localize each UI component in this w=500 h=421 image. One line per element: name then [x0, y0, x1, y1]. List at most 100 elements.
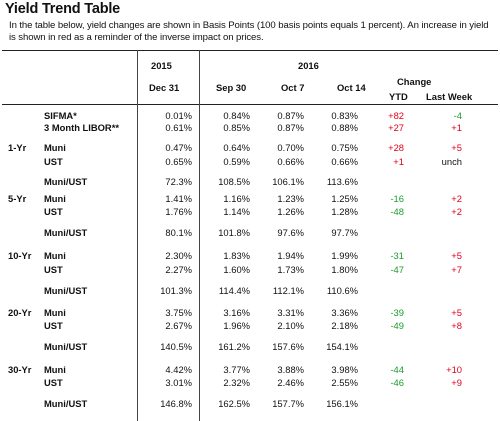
cell-sep30: 1.96%	[223, 320, 250, 331]
cell-sep30: 1.60%	[223, 264, 250, 275]
row-group-label: 5-Yr	[8, 193, 27, 204]
cell-last-week-change: +8	[451, 320, 462, 331]
cell-oct7: 157.6%	[272, 341, 304, 352]
cell-last-week-change: +5	[451, 142, 462, 153]
cell-dec31: 140.5%	[160, 341, 192, 352]
cell-dec31: 2.67%	[165, 320, 192, 331]
row-label: UST	[44, 377, 63, 388]
row-label: UST	[44, 320, 63, 331]
row-label: UST	[44, 264, 63, 275]
cell-oct14: 3.98%	[331, 364, 358, 375]
row-label: Muni	[44, 193, 66, 204]
cell-oct14: 0.66%	[331, 156, 358, 167]
cell-sep30: 162.5%	[218, 398, 250, 409]
cell-sep30: 108.5%	[218, 176, 250, 187]
cell-oct7: 3.88%	[277, 364, 304, 375]
header-top-rule	[2, 50, 498, 51]
cell-last-week-change: +5	[451, 307, 462, 318]
cell-ytd-change: +82	[388, 110, 404, 121]
row-label: SIFMA*	[44, 110, 77, 121]
header-bottom-rule	[2, 104, 498, 105]
cell-dec31: 2.30%	[165, 250, 192, 261]
cell-oct14: 110.6%	[326, 285, 358, 296]
cell-oct7: 1.26%	[277, 206, 304, 217]
cell-ytd-change: -47	[390, 264, 404, 275]
cell-oct7: 1.94%	[277, 250, 304, 261]
column-divider-left	[137, 50, 138, 421]
page-title: Yield Trend Table	[5, 1, 121, 17]
cell-oct14: 2.55%	[331, 377, 358, 388]
cell-sep30: 161.2%	[218, 341, 250, 352]
header-sep30: Sep 30	[216, 82, 247, 93]
cell-dec31: 101.3%	[160, 285, 192, 296]
cell-last-week-change: +1	[451, 122, 462, 133]
cell-oct14: 0.75%	[331, 142, 358, 153]
cell-sep30: 3.77%	[223, 364, 250, 375]
row-group-label: 20-Yr	[8, 307, 32, 318]
cell-ytd-change: -48	[390, 206, 404, 217]
cell-ytd-change: -31	[390, 250, 404, 261]
cell-dec31: 146.8%	[160, 398, 192, 409]
row-group-label: 1-Yr	[8, 142, 27, 153]
cell-sep30: 0.84%	[223, 110, 250, 121]
cell-oct14: 1.28%	[331, 206, 358, 217]
cell-last-week-change: +2	[451, 206, 462, 217]
cell-dec31: 0.01%	[165, 110, 192, 121]
cell-oct7: 3.31%	[277, 307, 304, 318]
cell-oct7: 2.10%	[277, 320, 304, 331]
cell-oct7: 97.6%	[277, 227, 304, 238]
row-group-label: 30-Yr	[8, 364, 32, 375]
cell-oct7: 0.87%	[277, 122, 304, 133]
cell-dec31: 4.42%	[165, 364, 192, 375]
cell-ytd-change: -49	[390, 320, 404, 331]
cell-oct14: 97.7%	[331, 227, 358, 238]
cell-oct14: 3.36%	[331, 307, 358, 318]
row-label: Muni/UST	[44, 227, 88, 238]
cell-ytd-change: -16	[390, 193, 404, 204]
cell-sep30: 1.83%	[223, 250, 250, 261]
cell-dec31: 1.76%	[165, 206, 192, 217]
cell-dec31: 3.75%	[165, 307, 192, 318]
cell-last-week-change: +7	[451, 264, 462, 275]
cell-oct14: 0.83%	[331, 110, 358, 121]
cell-last-week-change: unch	[441, 156, 462, 167]
cell-last-week-change: -4	[453, 110, 462, 121]
header-year-2016: 2016	[298, 60, 319, 71]
header-year-2015: 2015	[151, 60, 172, 71]
cell-dec31: 0.61%	[165, 122, 192, 133]
cell-oct14: 2.18%	[331, 320, 358, 331]
cell-sep30: 2.32%	[223, 377, 250, 388]
cell-dec31: 3.01%	[165, 377, 192, 388]
cell-sep30: 0.64%	[223, 142, 250, 153]
cell-last-week-change: +2	[451, 193, 462, 204]
cell-oct14: 156.1%	[326, 398, 358, 409]
cell-sep30: 114.4%	[218, 285, 250, 296]
cell-oct7: 1.23%	[277, 193, 304, 204]
row-label: Muni	[44, 364, 66, 375]
cell-dec31: 0.65%	[165, 156, 192, 167]
row-label: UST	[44, 206, 63, 217]
cell-ytd-change: +1	[393, 156, 404, 167]
row-label: Muni/UST	[44, 398, 88, 409]
cell-oct7: 0.87%	[277, 110, 304, 121]
cell-oct14: 1.80%	[331, 264, 358, 275]
cell-sep30: 3.16%	[223, 307, 250, 318]
cell-dec31: 2.27%	[165, 264, 192, 275]
cell-sep30: 101.8%	[218, 227, 250, 238]
cell-oct7: 0.66%	[277, 156, 304, 167]
cell-oct7: 106.1%	[272, 176, 304, 187]
cell-oct14: 0.88%	[331, 122, 358, 133]
row-label: Muni/UST	[44, 176, 88, 187]
header-last-week: Last Week	[426, 91, 473, 102]
column-divider-right	[199, 50, 200, 421]
cell-dec31: 0.47%	[165, 142, 192, 153]
cell-oct14: 1.25%	[331, 193, 358, 204]
cell-ytd-change: -46	[390, 377, 404, 388]
header-oct7: Oct 7	[281, 82, 305, 93]
cell-dec31: 80.1%	[165, 227, 192, 238]
row-label: Muni/UST	[44, 341, 88, 352]
row-label: Muni/UST	[44, 285, 88, 296]
header-dec31: Dec 31	[149, 82, 180, 93]
cell-oct7: 0.70%	[277, 142, 304, 153]
header-ytd: YTD	[389, 91, 408, 102]
